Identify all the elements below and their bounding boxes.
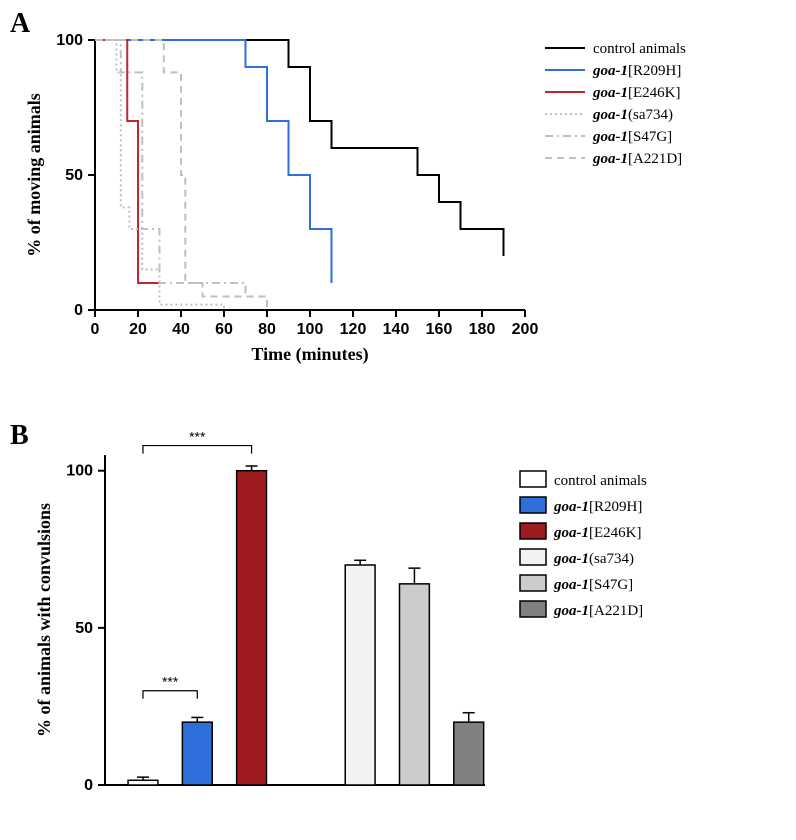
svg-text:0: 0	[84, 777, 93, 794]
svg-text:goa-1(sa734): goa-1(sa734)	[553, 551, 634, 567]
svg-text:20: 20	[129, 321, 147, 338]
svg-text:80: 80	[258, 321, 276, 338]
svg-text:goa-1[S47G]: goa-1[S47G]	[592, 129, 672, 145]
svg-text:goa-1[R209H]: goa-1[R209H]	[553, 499, 642, 515]
svg-text:50: 50	[75, 620, 93, 637]
svg-text:goa-1(sa734): goa-1(sa734)	[592, 107, 673, 123]
svg-text:goa-1[E246K]: goa-1[E246K]	[592, 85, 681, 101]
svg-text:50: 50	[65, 167, 83, 184]
svg-text:140: 140	[383, 321, 410, 338]
svg-text:% of moving animals: % of moving animals	[24, 93, 44, 257]
svg-text:0: 0	[91, 321, 100, 338]
bar	[345, 565, 375, 785]
bar	[128, 780, 158, 785]
svg-text:goa-1[R209H]: goa-1[R209H]	[592, 63, 681, 79]
svg-text:***: ***	[162, 674, 179, 690]
svg-text:40: 40	[172, 321, 190, 338]
svg-text:control animals: control animals	[593, 41, 686, 57]
bar	[182, 722, 212, 785]
svg-text:120: 120	[340, 321, 367, 338]
panel-a-letter: A	[10, 8, 30, 40]
svg-text:% of animals with convulsions: % of animals with convulsions	[34, 503, 54, 737]
svg-text:goa-1[A221D]: goa-1[A221D]	[592, 151, 682, 167]
svg-text:goa-1[S47G]: goa-1[S47G]	[553, 577, 633, 593]
svg-text:Time (minutes): Time (minutes)	[251, 344, 368, 365]
bar	[237, 471, 267, 785]
bar	[400, 584, 430, 785]
svg-text:180: 180	[469, 321, 496, 338]
svg-text:100: 100	[66, 463, 93, 480]
svg-text:60: 60	[215, 321, 233, 338]
svg-text:100: 100	[56, 32, 83, 49]
svg-text:goa-1[A221D]: goa-1[A221D]	[553, 603, 643, 619]
svg-text:goa-1[E246K]: goa-1[E246K]	[553, 525, 642, 541]
panel-b-letter: B	[10, 420, 29, 452]
svg-text:100: 100	[297, 321, 324, 338]
svg-text:200: 200	[512, 321, 539, 338]
svg-text:***: ***	[189, 429, 206, 445]
svg-text:160: 160	[426, 321, 453, 338]
svg-text:0: 0	[74, 302, 83, 319]
bar	[454, 722, 484, 785]
figure-svg: 0 20 40 60 80 100 120 140 160 180 200 0 50 100 Time (m…	[0, 0, 796, 835]
svg-text:control animals: control animals	[554, 473, 647, 489]
